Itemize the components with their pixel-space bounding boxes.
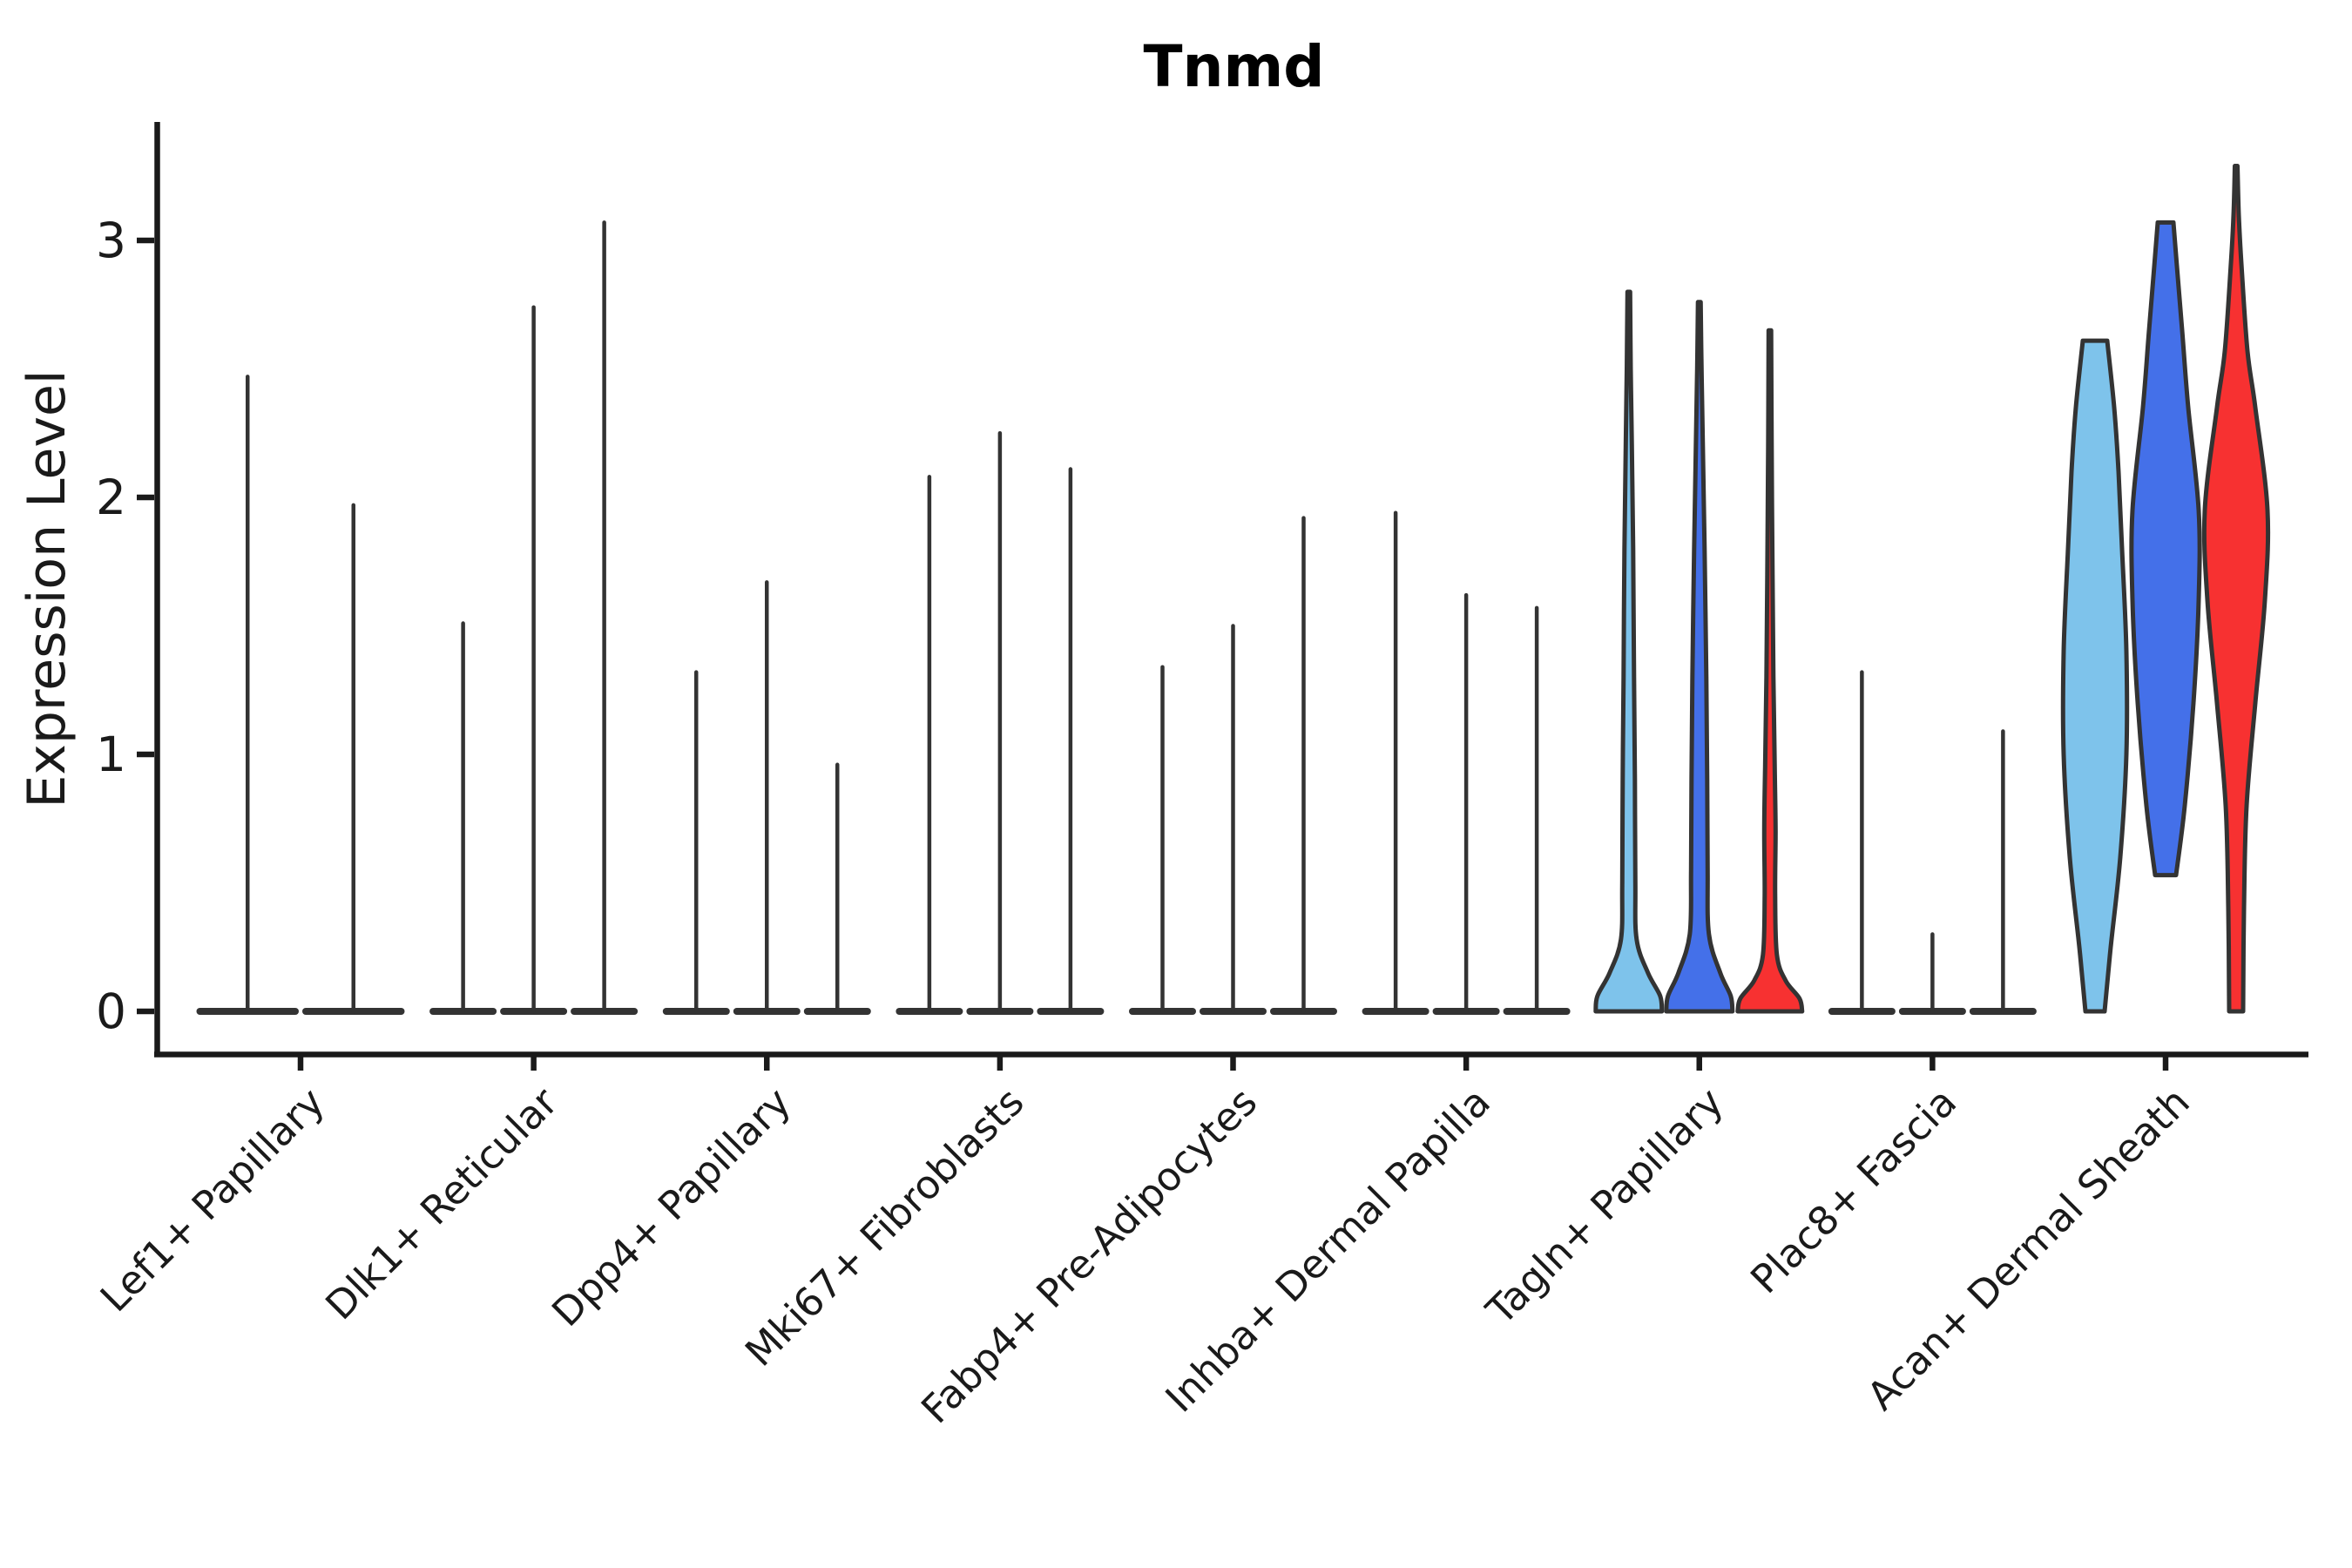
x-category-label: Lef1+ Papillary <box>91 1078 334 1321</box>
x-category-label: Plac8+ Fascia <box>1741 1078 1965 1302</box>
chart-title: Tnmd <box>1143 33 1325 100</box>
violin-shape-red <box>2201 164 2271 1014</box>
y-tick-label: 0 <box>96 983 126 1039</box>
y-tick-label: 1 <box>96 727 126 782</box>
violin-shape-lightblue <box>1593 289 1665 1014</box>
violin-shape-red <box>1735 328 1805 1014</box>
y-tick-label: 2 <box>96 470 126 525</box>
violin-shape-blue <box>2129 220 2202 878</box>
x-category-label: Dpp4+ Papillary <box>543 1078 800 1335</box>
violin-shape-lightblue <box>2060 338 2130 1014</box>
y-axis-label: Expression Level <box>17 369 78 808</box>
y-tick-label: 3 <box>96 213 126 268</box>
x-category-label: Tagln+ Papillary <box>1477 1078 1732 1334</box>
x-category-label: Dlk1+ Reticular <box>316 1078 566 1328</box>
violin-shape-blue <box>1664 300 1735 1014</box>
